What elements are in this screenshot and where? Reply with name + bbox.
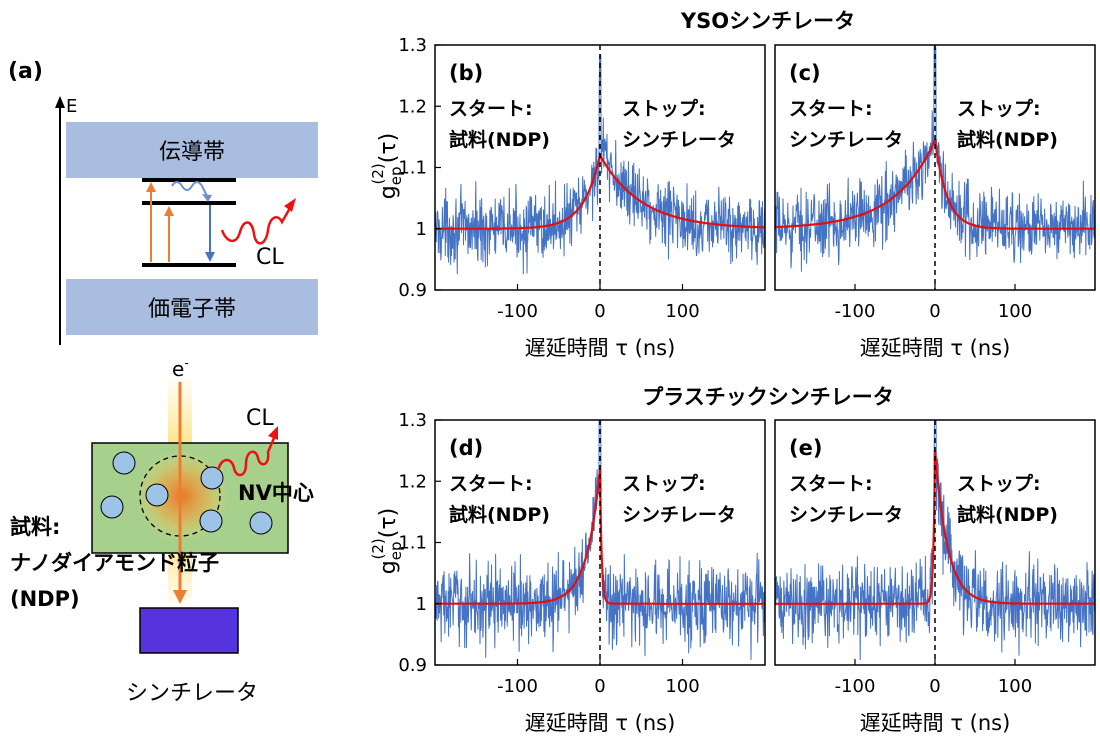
sample-label-1: 試料: [10,515,60,539]
x-tick-label: 0 [929,676,940,697]
y-tick-label: 1.3 [398,35,427,56]
svg-text:gep(2)(τ): gep(2)(τ) [369,508,405,574]
annotation-left: スタート: [789,98,873,120]
x-axis-label: 遅延時間 τ (ns) [860,711,1011,735]
x-tick-label: -100 [497,301,538,322]
panel-label: (b) [449,61,483,85]
cl-photon-1-arrowhead [284,198,296,212]
annotation-left: スタート: [449,98,533,120]
nv-center-label: NV中心 [238,481,314,505]
nv-particle [145,483,169,507]
panel-a: (a) E 伝導帯 価電子帯 CL [8,59,318,706]
emission-arrowhead [205,252,215,262]
chart-panel-b: -100 0 100 0.9 1 1.1 1.2 1.3 (b) スタート: 試料(NDP) ストップ… [398,35,766,360]
excitation-arrowhead-1 [146,182,156,192]
scintillator-label: シンチレータ [126,681,258,706]
annotation-left: スタート: [449,473,533,495]
chart-panel-d: -100 0 100 0.9 1 1.1 1.2 1.3 (d) スタート: 試料(NDP) ストップ… [398,410,766,735]
electron-beam-arrowhead [173,590,187,604]
panel-a-label: (a) [8,59,43,84]
annotation-left: シンチレータ [789,504,903,526]
annotation-right: ストップ: [957,472,1041,495]
nv-particle [112,451,136,475]
interaction-volume [139,455,221,537]
annotation-left: 試料(NDP) [449,128,550,151]
group-title-bottom: プラスチックシンチレータ [642,385,894,409]
y-axis-label-top: gep(2)(τ) [369,133,405,199]
y-tick-label: 1.3 [398,410,427,431]
cl-label-2: CL [246,406,274,431]
group-title-top: YSOシンチレータ [680,9,855,33]
energy-axis-arrow [55,96,65,108]
chart-panel-e: -100 0 100 (e) スタート: シンチレータ ストップ: 試料(NDP) 遅延時間 τ… [774,419,1096,735]
x-tick-label: -100 [835,676,876,697]
sample-label-3: (NDP) [10,587,80,611]
scintillator-block [139,607,239,654]
y-tick-label: 0.9 [398,280,427,301]
annotation-right: ストップ: [622,97,706,120]
nv-particle [200,466,224,490]
x-tick-label: -100 [835,301,876,322]
conduction-band-label: 伝導帯 [159,140,225,165]
relaxation-squiggle [171,181,209,199]
annotation-left: シンチレータ [789,129,903,151]
annotation-left: スタート: [789,473,873,495]
valence-band [66,279,318,335]
x-axis-label: 遅延時間 τ (ns) [525,336,676,360]
panel-label: (e) [789,436,822,460]
y-tick-label: 1 [416,594,427,615]
x-axis-label: 遅延時間 τ (ns) [525,711,676,735]
panel-label: (d) [449,436,483,460]
relaxation-arrowhead [202,194,212,202]
cl-photon-2-arrowhead [268,426,278,440]
series-measured [435,420,765,660]
energy-axis-label: E [66,96,77,117]
x-tick-label: 0 [594,676,605,697]
svg-text:gep(2)(τ): gep(2)(τ) [369,133,405,199]
y-tick-label: 1.2 [398,471,427,492]
chart-panel-c: -100 0 100 (c) スタート: シンチレータ ストップ: 試料(NDP) 遅延時間 τ… [774,44,1096,360]
annotation-right: 試料(NDP) [957,128,1058,151]
nv-particle [100,495,124,519]
x-tick-label: 0 [929,301,940,322]
y-tick-label: 1.1 [398,533,427,554]
annotation-right: シンチレータ [622,504,736,526]
series-measured [775,420,1095,661]
annotation-right: ストップ: [957,97,1041,120]
y-tick-label: 1 [416,219,427,240]
panel-label: (c) [789,61,821,85]
conduction-band [66,122,318,178]
cl-photon-1 [220,207,292,245]
annotation-right: ストップ: [622,472,706,495]
y-tick-label: 1.2 [398,96,427,117]
nv-particle [249,511,273,535]
annotation-right: シンチレータ [622,129,736,151]
y-tick-label: 0.9 [398,655,427,676]
x-tick-label: 100 [665,301,699,322]
electron-label: e- [172,356,189,381]
x-tick-label: 100 [998,676,1032,697]
x-axis-label: 遅延時間 τ (ns) [860,336,1011,360]
y-axis-label-bottom: gep(2)(τ) [369,508,405,574]
nv-particle [199,509,223,533]
x-tick-label: 100 [665,676,699,697]
annotation-left: 試料(NDP) [449,503,550,526]
y-tick-label: 1.1 [398,158,427,179]
valence-band-label: 価電子帯 [148,297,236,322]
x-tick-label: -100 [497,676,538,697]
cl-label-1: CL [256,245,284,270]
x-tick-label: 0 [594,301,605,322]
excitation-arrowhead-2 [164,206,174,216]
sample-label-2: ナノダイアモンド粒子 [10,551,219,575]
cl-photon-2 [216,437,276,477]
annotation-right: 試料(NDP) [957,503,1058,526]
x-tick-label: 100 [998,301,1032,322]
